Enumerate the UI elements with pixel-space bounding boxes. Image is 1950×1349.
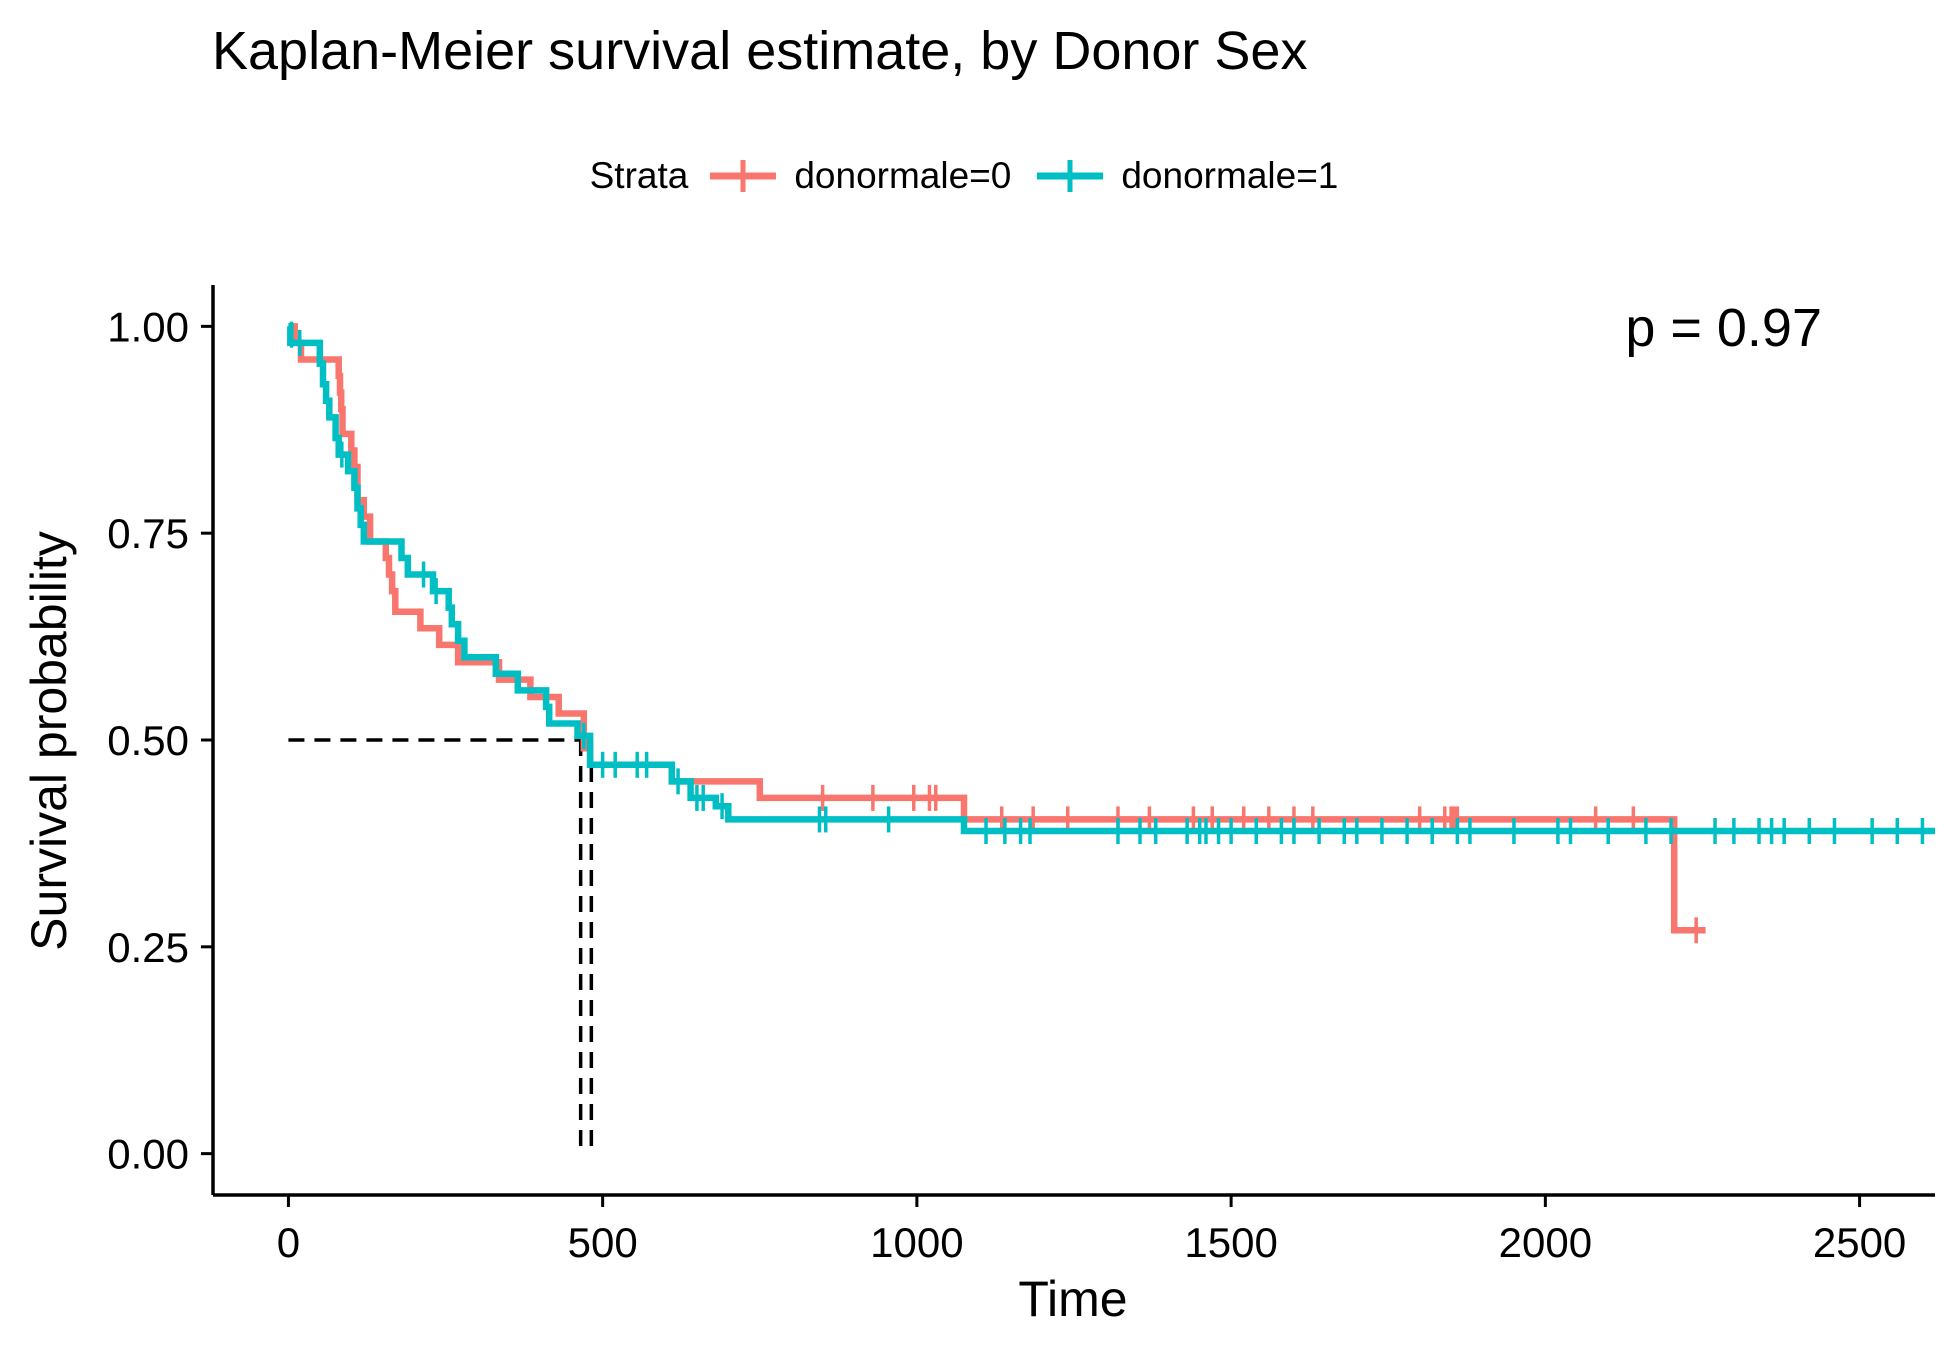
survival-curves xyxy=(287,321,1935,944)
axes: 0 500 1000 1500 2000 2500 0.00 0.25 0.50 0.75 1.00 xyxy=(107,285,1935,1266)
legend: Strata donormale=0 donormale=1 xyxy=(0,150,1950,202)
x-axis-label: Time xyxy=(1018,1271,1127,1327)
y-tick-label: 1.00 xyxy=(107,303,189,350)
median-reference-lines xyxy=(288,738,594,1154)
x-tick-label: 2000 xyxy=(1499,1219,1592,1266)
legend-item-1[interactable]: donormale=1 xyxy=(1033,155,1338,197)
y-tick-label: 0.00 xyxy=(107,1131,189,1178)
p-value-annotation: p = 0.97 xyxy=(1625,298,1822,358)
x-tick-label: 2500 xyxy=(1813,1219,1906,1266)
x-tick-label: 1000 xyxy=(870,1219,963,1266)
chart-title: Kaplan-Meier survival estimate, by Donor… xyxy=(212,21,1308,81)
series-1 xyxy=(287,321,1935,844)
legend-key-1 xyxy=(1037,160,1104,192)
survival-curve-0 xyxy=(288,323,1706,934)
y-tick-label: 0.25 xyxy=(107,924,189,971)
x-tick-label: 500 xyxy=(568,1219,638,1266)
x-tick-label: 1500 xyxy=(1184,1219,1277,1266)
legend-item-0[interactable]: donormale=0 xyxy=(706,155,1011,197)
legend-label-1: donormale=1 xyxy=(1121,155,1339,196)
legend-title: Strata xyxy=(589,155,689,196)
legend-label-0: donormale=0 xyxy=(794,155,1012,196)
y-tick-label: 0.75 xyxy=(107,510,189,557)
y-axis-label: Survival probability xyxy=(21,531,77,951)
y-tick-label: 0.50 xyxy=(107,717,189,764)
x-tick-label: 0 xyxy=(277,1219,300,1266)
series-0 xyxy=(288,323,1706,944)
legend-key-0 xyxy=(710,160,777,192)
survival-curve-1 xyxy=(287,323,1935,835)
